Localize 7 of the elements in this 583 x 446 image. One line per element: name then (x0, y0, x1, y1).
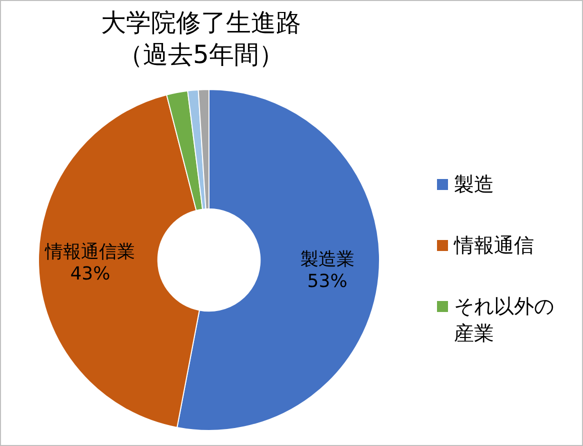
data-label: 製造業 53% (300, 248, 354, 292)
chart-title: 大学院修了生進路 (100, 7, 302, 39)
legend-label: それ以外の産業 (454, 293, 555, 347)
data-label: 情報通信業 43% (44, 241, 136, 284)
legend-label: 情報通信 (454, 232, 534, 259)
legend-label: 製造 (454, 171, 494, 198)
chart-subtitle: （過去5年間） (117, 39, 285, 71)
